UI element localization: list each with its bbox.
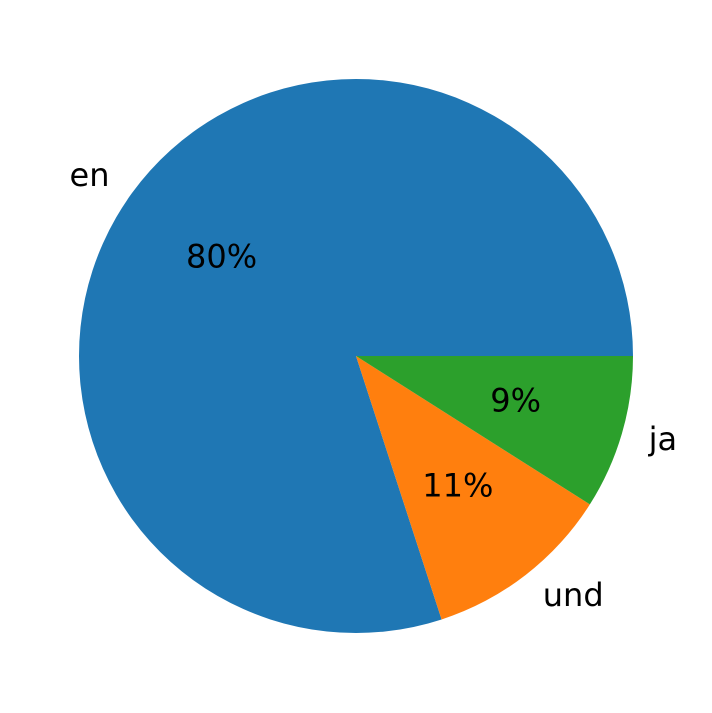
slice-label: ja: [648, 420, 678, 458]
percent-label: 80%: [186, 237, 257, 275]
percent-label: 9%: [490, 381, 541, 419]
percent-label: 11%: [422, 466, 493, 504]
pie-slice: [356, 356, 590, 620]
pie-slice: [78, 78, 633, 634]
pie-slice: [356, 356, 633, 505]
slice-label: und: [543, 576, 604, 614]
slice-label: en: [70, 156, 110, 194]
